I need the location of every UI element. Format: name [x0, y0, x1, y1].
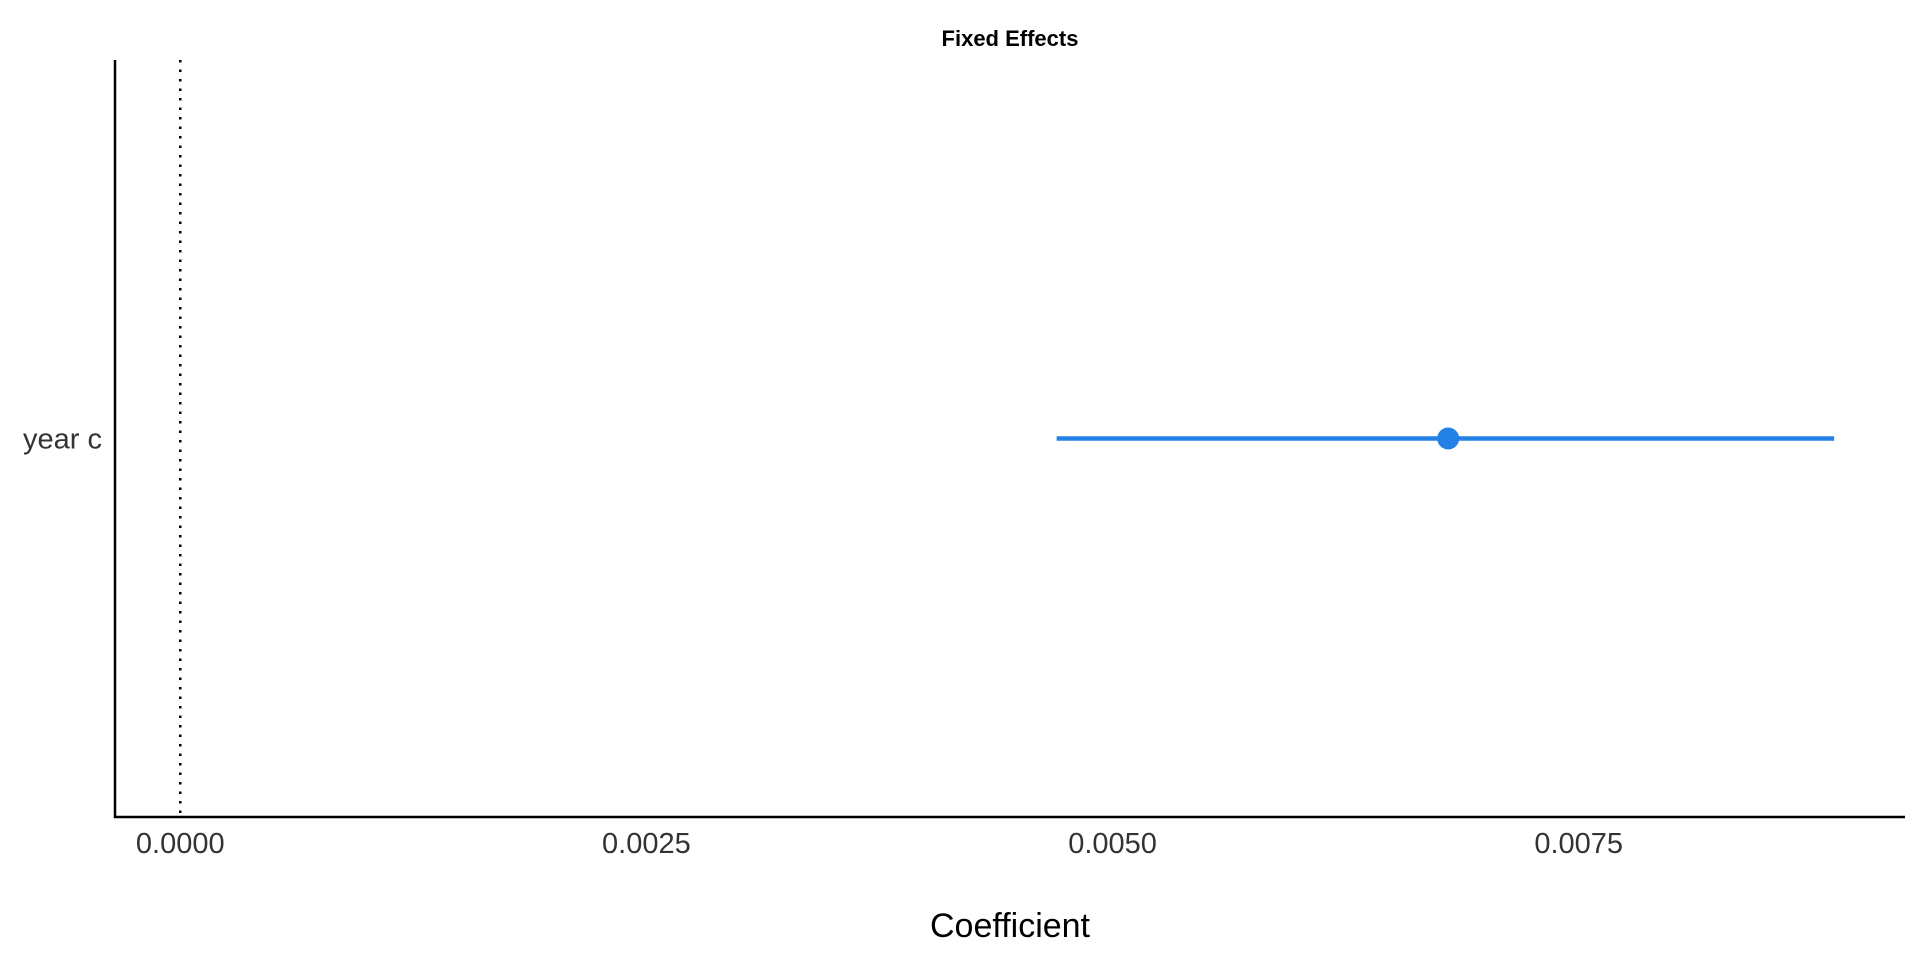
- x-tick-label: 0.0025: [602, 828, 691, 860]
- y-axis-labels: year c: [23, 424, 102, 456]
- x-axis-ticks: 0.0000 0.0025 0.0050 0.0075: [136, 828, 1623, 860]
- estimate-point: [1437, 427, 1460, 450]
- y-category-label: year c: [23, 424, 102, 456]
- estimate-marks: [1056, 427, 1835, 450]
- axes: [113, 60, 1905, 819]
- chart-title: Fixed Effects: [942, 26, 1079, 51]
- x-tick-label: 0.0050: [1068, 828, 1157, 860]
- x-tick-label: 0.0075: [1534, 828, 1623, 860]
- x-axis-title: Coefficient: [930, 907, 1091, 945]
- x-tick-label: 0.0000: [136, 828, 225, 860]
